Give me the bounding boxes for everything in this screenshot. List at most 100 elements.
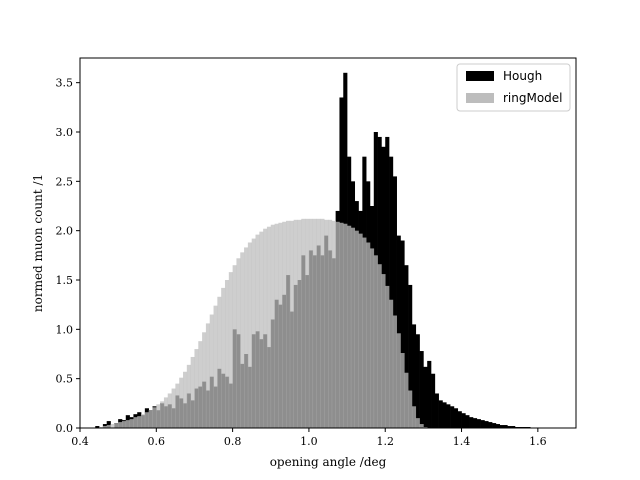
ringmodel-bar	[163, 397, 169, 428]
y-tick-label: 0.5	[56, 373, 74, 386]
ringmodel-bar	[133, 417, 138, 428]
hough-bar	[484, 421, 489, 428]
hough-bar	[499, 425, 504, 428]
hough-bar	[408, 284, 413, 428]
hough-bar	[106, 421, 111, 428]
ringmodel-bar	[209, 314, 214, 428]
ringmodel-bar	[358, 233, 363, 428]
ringmodel-bar	[324, 219, 329, 428]
ringmodel-bar	[266, 226, 272, 428]
x-axis: 0.4 0.6 0.8 1.0 1.2 1.4 1.6	[71, 428, 547, 448]
ringmodel-bar	[381, 274, 386, 428]
ringmodel-bar	[183, 371, 188, 428]
ringmodel-bar	[331, 220, 336, 428]
ringmodel-bar	[286, 220, 291, 428]
ringmodel-bar	[404, 372, 409, 428]
ringmodel-bar	[137, 416, 142, 428]
hough-bar	[392, 176, 397, 428]
hough-bar	[404, 265, 409, 428]
hough-bar	[442, 402, 447, 428]
ringmodel-bar	[419, 424, 424, 428]
legend: Hough ringModel	[456, 63, 571, 112]
hough-bar	[507, 426, 512, 428]
hough-bar	[389, 156, 394, 429]
ringmodel-bar	[106, 425, 111, 428]
hough-bar	[457, 411, 462, 428]
ringmodel-bar	[347, 225, 352, 428]
hough-bar	[438, 400, 443, 428]
x-tick-label: 0.6	[148, 435, 166, 448]
ringmodel-bar	[110, 424, 115, 428]
ringmodel-bar	[308, 218, 314, 428]
ringmodel-bar	[301, 218, 306, 428]
hough-bar	[423, 366, 428, 428]
y-tick-label: 1.5	[56, 274, 74, 287]
y-tick-label: 3.0	[56, 126, 74, 139]
hough-bar	[427, 360, 432, 428]
ringmodel-bar	[263, 228, 268, 428]
ringmodel-bar	[400, 353, 405, 428]
y-tick-label: 0.0	[56, 422, 74, 435]
ringmodel-bar	[274, 223, 279, 428]
ringmodel-bar	[316, 218, 321, 428]
ringmodel-bar	[377, 264, 382, 428]
x-tick-label: 1.4	[453, 435, 471, 448]
ringmodel-bar	[175, 383, 180, 428]
legend-swatch-ringmodel	[466, 93, 494, 103]
x-axis-label: opening angle /deg	[270, 455, 387, 469]
ringmodel-bar	[297, 219, 302, 428]
ringmodel-bar	[144, 412, 149, 428]
hough-bar	[431, 373, 436, 428]
hough-bar	[415, 334, 420, 428]
hough-bar	[396, 235, 401, 428]
ringmodel-bar	[152, 407, 157, 428]
ringmodel-bar	[255, 234, 260, 428]
ringmodel-bar	[385, 285, 390, 428]
ringmodel-bar	[244, 247, 249, 428]
hough-bar	[419, 351, 424, 428]
hough-bar	[95, 426, 100, 428]
ringmodel-bar	[121, 421, 127, 428]
ringmodel-bar	[240, 252, 245, 428]
hough-bar	[400, 240, 405, 428]
ringmodel-bar	[167, 393, 172, 428]
ringmodel-bar	[343, 223, 348, 428]
ringmodel-bar	[354, 230, 359, 428]
ringmodel-bar	[118, 422, 123, 428]
legend-label-ringmodel: ringModel	[503, 91, 563, 105]
hough-bar	[461, 413, 466, 428]
hough-bar	[469, 417, 474, 428]
hough-bar	[472, 418, 478, 428]
ringmodel-bar	[350, 227, 356, 428]
hough-bar	[465, 415, 470, 428]
x-tick-label: 0.4	[71, 435, 89, 448]
legend-label-hough: Hough	[503, 69, 542, 83]
legend-swatch-hough	[466, 71, 494, 81]
hough-bar	[434, 393, 439, 428]
ringmodel-bar	[186, 364, 191, 428]
ringmodel-bar	[156, 404, 161, 428]
hough-bar	[102, 424, 108, 428]
ringmodel-bar	[270, 224, 275, 428]
ringmodel-bar	[259, 231, 264, 428]
ringmodel-bar	[114, 423, 119, 428]
hough-bar	[446, 404, 451, 428]
ringmodel-bar	[408, 390, 413, 428]
ringmodel-bar	[293, 219, 298, 428]
ringmodel-bar	[369, 248, 375, 428]
ringmodel-bar	[312, 218, 317, 428]
ringmodel-bar	[415, 418, 420, 428]
ringmodel-bar	[328, 219, 333, 428]
hough-bar	[476, 419, 481, 428]
ringmodel-bar	[389, 299, 394, 428]
ringmodel-bar	[198, 341, 203, 428]
ringmodel-bar	[232, 265, 237, 428]
ringmodel-bar	[125, 420, 130, 428]
ringmodel-bar	[141, 414, 146, 428]
ringmodel-bar	[320, 218, 325, 428]
ringmodel-bar	[228, 272, 233, 428]
ringmodel-bar	[224, 280, 230, 428]
ringmodel-bar	[366, 242, 371, 428]
ringmodel-bar	[190, 356, 195, 428]
hough-bar	[450, 406, 455, 428]
